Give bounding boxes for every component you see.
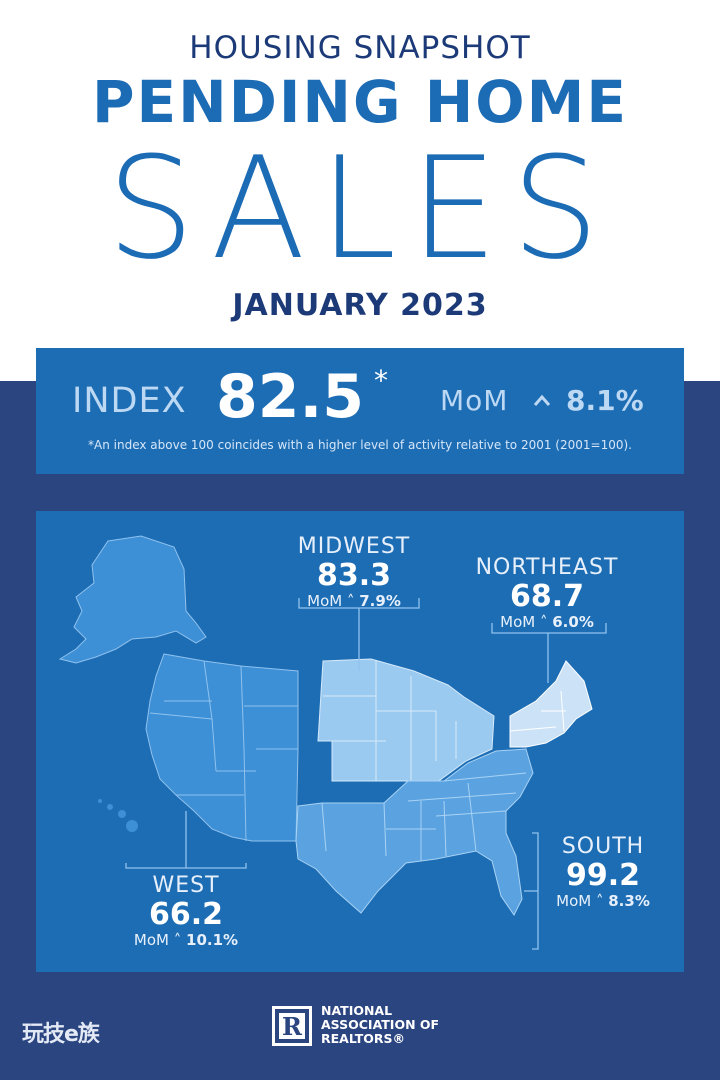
midwest-name: MIDWEST [297, 534, 411, 559]
up-arrow-icon [533, 394, 551, 406]
hawaii-island [98, 799, 102, 803]
watermark-text: 玩技e族 [22, 1022, 100, 1047]
west-value: 66.2 [148, 897, 224, 932]
northeast-callout-line [491, 623, 607, 634]
alaska-shape [58, 535, 207, 664]
west-label-group: WEST 66.2 MoM ˄ 10.1% [111, 873, 261, 949]
south-value: 99.2 [565, 858, 641, 893]
page-title: PENDING HOME [92, 68, 628, 136]
midwest-mom: MoM ˄ 7.9% [307, 592, 401, 610]
west-mom: MoM ˄ 10.1% [133, 931, 239, 949]
northeast-mom: MoM ˄ 6.0% [500, 613, 594, 631]
northeast-name: NORTHEAST [475, 555, 619, 580]
south-region-shape [295, 748, 534, 916]
south-mom: MoM ˄ 8.3% [556, 892, 650, 910]
west-name: WEST [152, 873, 220, 898]
report-date: JANUARY 2023 [232, 288, 488, 323]
index-value: 82.5 [216, 362, 365, 432]
midwest-region-shape [317, 658, 495, 784]
realtor-logo-icon: R [272, 1006, 312, 1046]
up-arrow-icon: ˄ [595, 892, 604, 910]
northeast-region-shape [509, 660, 593, 748]
south-label-group: SOUTH 99.2 MoM ˄ 8.3% [528, 834, 678, 910]
mom-value: 8.1% [566, 384, 644, 417]
eyebrow-title: HOUSING SNAPSHOT [189, 30, 531, 66]
midwest-value: 83.3 [316, 558, 392, 593]
index-label: INDEX [72, 381, 187, 421]
index-panel [36, 348, 684, 474]
up-arrow-icon: ˄ [173, 931, 182, 949]
up-arrow-icon: ˄ [346, 592, 355, 610]
northeast-label-group: NORTHEAST 68.7 MoM ˄ 6.0% [462, 555, 632, 631]
midwest-label-group: MIDWEST 83.3 MoM ˄ 7.9% [279, 534, 429, 610]
index-footnote: *An index above 100 coincides with a hig… [88, 438, 632, 452]
page-subtitle: SALES [106, 126, 614, 291]
org-name: NATIONAL ASSOCIATION OF REALTORS® [321, 1003, 440, 1046]
west-region-shape [145, 653, 299, 842]
northeast-value: 68.7 [509, 579, 585, 614]
svg-text:R: R [282, 1012, 303, 1041]
index-asterisk: * [374, 364, 388, 397]
us-regions-map [58, 535, 607, 950]
up-arrow-icon: ˄ [539, 613, 548, 631]
south-name: SOUTH [561, 834, 645, 859]
mom-label: MoM [440, 384, 509, 417]
